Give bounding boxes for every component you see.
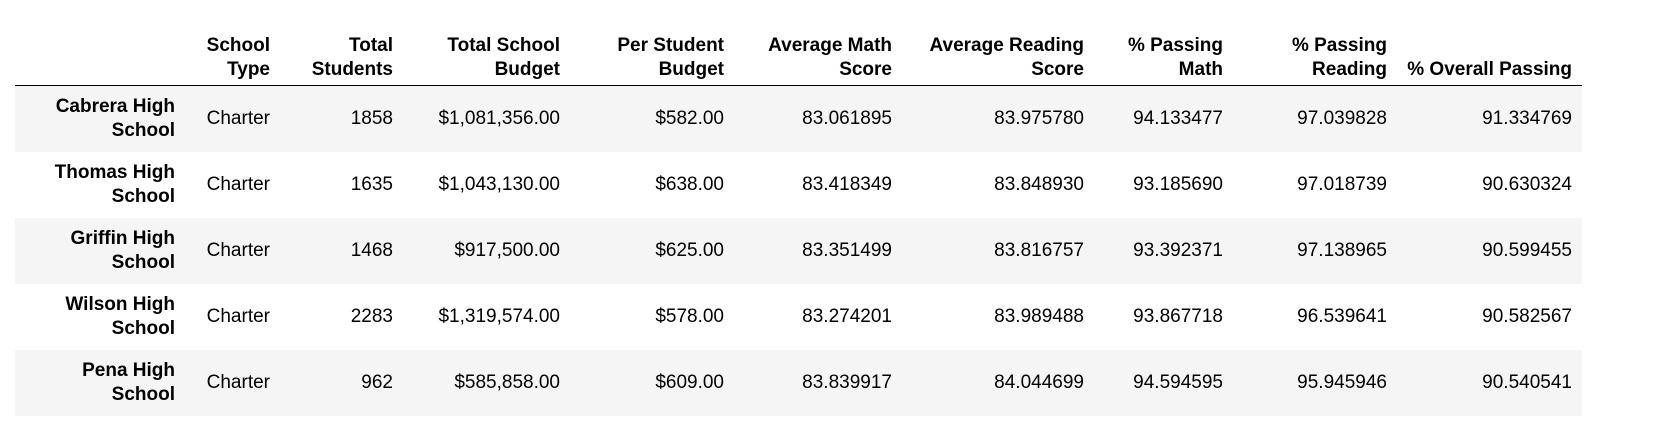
row-label-school-name: Thomas High School [54,161,175,207]
cell-per-student-budget: $625.00 [655,239,724,261]
cell-percent-passing-math: 93.185690 [1133,173,1223,195]
cell-average-math-score: 83.274201 [802,305,892,327]
cell-average-math-score: 83.061895 [802,107,892,129]
cell-average-math-score: 83.351499 [802,239,892,261]
table-header: School Type Total Students Total School … [15,27,1582,86]
cell-average-reading-score: 83.975780 [994,107,1084,129]
cell-percent-passing-reading: 95.945946 [1297,371,1387,393]
table-body: Cabrera High School Charter 1858 $1,081,… [15,85,1582,416]
cell-average-math-score: 83.839917 [802,371,892,393]
column-header-average-math-score: Average Math Score [734,27,902,86]
header-row: School Type Total Students Total School … [15,27,1582,86]
cell-average-math-score: 83.418349 [802,173,892,195]
cell-percent-passing-math: 93.392371 [1133,239,1223,261]
column-header-percent-overall-passing: % Overall Passing [1397,27,1582,86]
cell-average-reading-score: 83.816757 [994,239,1084,261]
cell-total-school-budget: $917,500.00 [454,239,560,261]
cell-percent-overall-passing: 90.599455 [1482,239,1572,261]
row-label-school-name: Cabrera High School [55,95,175,141]
cell-total-school-budget: $1,081,356.00 [438,107,560,129]
cell-percent-passing-reading: 97.018739 [1297,173,1387,195]
cell-average-reading-score: 83.848930 [994,173,1084,195]
cell-percent-passing-reading: 97.138965 [1297,239,1387,261]
cell-total-students: 2283 [350,305,393,327]
cell-average-reading-score: 83.989488 [994,305,1084,327]
column-header-average-reading-score: Average Reading Score [902,27,1094,86]
column-header-total-students: Total Students [280,27,403,86]
column-header-percent-passing-math: % Passing Math [1094,27,1233,86]
cell-total-school-budget: $585,858.00 [454,371,560,393]
cell-school-type: Charter [206,305,270,327]
cell-total-students: 1635 [350,173,393,195]
cell-total-students: 1468 [350,239,393,261]
cell-total-school-budget: $1,043,130.00 [438,173,560,195]
cell-per-student-budget: $609.00 [655,371,724,393]
table-row: Griffin High School Charter 1468 $917,50… [15,217,1582,284]
column-header-school-type: School Type [185,27,280,86]
index-header [15,27,185,86]
school-summary-table: School Type Total Students Total School … [15,27,1582,416]
row-label-school-name: Pena High School [82,359,175,405]
cell-school-type: Charter [206,173,270,195]
row-label-school-name: Griffin High School [70,227,175,273]
cell-total-students: 1858 [350,107,393,129]
cell-percent-passing-reading: 97.039828 [1297,107,1387,129]
table-row: Cabrera High School Charter 1858 $1,081,… [15,85,1582,152]
cell-percent-overall-passing: 90.630324 [1482,173,1572,195]
cell-percent-passing-math: 94.594595 [1133,371,1223,393]
cell-per-student-budget: $578.00 [655,305,724,327]
column-header-total-school-budget: Total School Budget [403,27,570,86]
cell-per-student-budget: $582.00 [655,107,724,129]
cell-percent-overall-passing: 90.582567 [1482,305,1572,327]
cell-total-school-budget: $1,319,574.00 [438,305,560,327]
table-row: Thomas High School Charter 1635 $1,043,1… [15,151,1582,218]
column-header-per-student-budget: Per Student Budget [570,27,734,86]
cell-school-type: Charter [206,239,270,261]
cell-per-student-budget: $638.00 [655,173,724,195]
cell-percent-passing-reading: 96.539641 [1297,305,1387,327]
cell-total-students: 962 [361,371,393,393]
cell-percent-passing-math: 93.867718 [1133,305,1223,327]
column-header-percent-passing-reading: % Passing Reading [1233,27,1397,86]
row-label-school-name: Wilson High School [65,293,175,339]
table-row: Pena High School Charter 962 $585,858.00… [15,349,1582,416]
cell-percent-overall-passing: 90.540541 [1482,371,1572,393]
cell-average-reading-score: 84.044699 [994,371,1084,393]
table-row: Wilson High School Charter 2283 $1,319,5… [15,283,1582,350]
cell-percent-passing-math: 94.133477 [1133,107,1223,129]
cell-percent-overall-passing: 91.334769 [1482,107,1572,129]
cell-school-type: Charter [206,107,270,129]
cell-school-type: Charter [206,371,270,393]
